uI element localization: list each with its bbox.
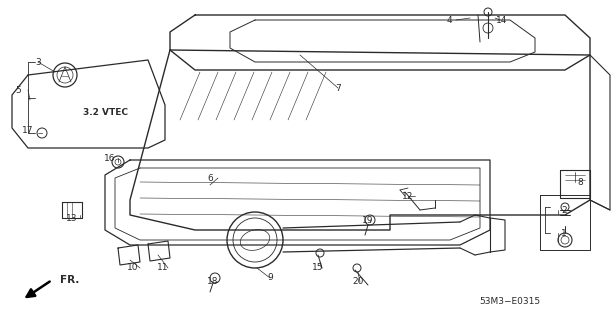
Text: 15: 15 (312, 263, 324, 273)
Text: 7: 7 (335, 84, 341, 92)
Text: 17: 17 (22, 125, 34, 134)
Text: 20: 20 (353, 277, 364, 286)
Text: 19: 19 (362, 215, 374, 225)
Text: 3.2 VTEC: 3.2 VTEC (83, 108, 127, 116)
Text: 10: 10 (127, 263, 139, 273)
Text: 11: 11 (157, 263, 169, 273)
Text: 53M3−E0315: 53M3−E0315 (479, 298, 540, 307)
Text: 13: 13 (66, 213, 78, 222)
Text: 3: 3 (35, 58, 41, 67)
Text: 1: 1 (561, 228, 567, 237)
Text: 18: 18 (207, 277, 218, 286)
Text: 6: 6 (207, 173, 213, 182)
Text: 9: 9 (267, 274, 273, 283)
Text: 14: 14 (496, 15, 508, 25)
Text: 12: 12 (402, 191, 414, 201)
Text: 2: 2 (561, 205, 567, 214)
Text: 4: 4 (446, 15, 452, 25)
Text: 16: 16 (104, 154, 116, 163)
Text: FR.: FR. (60, 275, 80, 285)
Text: 5: 5 (15, 85, 21, 94)
Text: 8: 8 (577, 178, 583, 187)
